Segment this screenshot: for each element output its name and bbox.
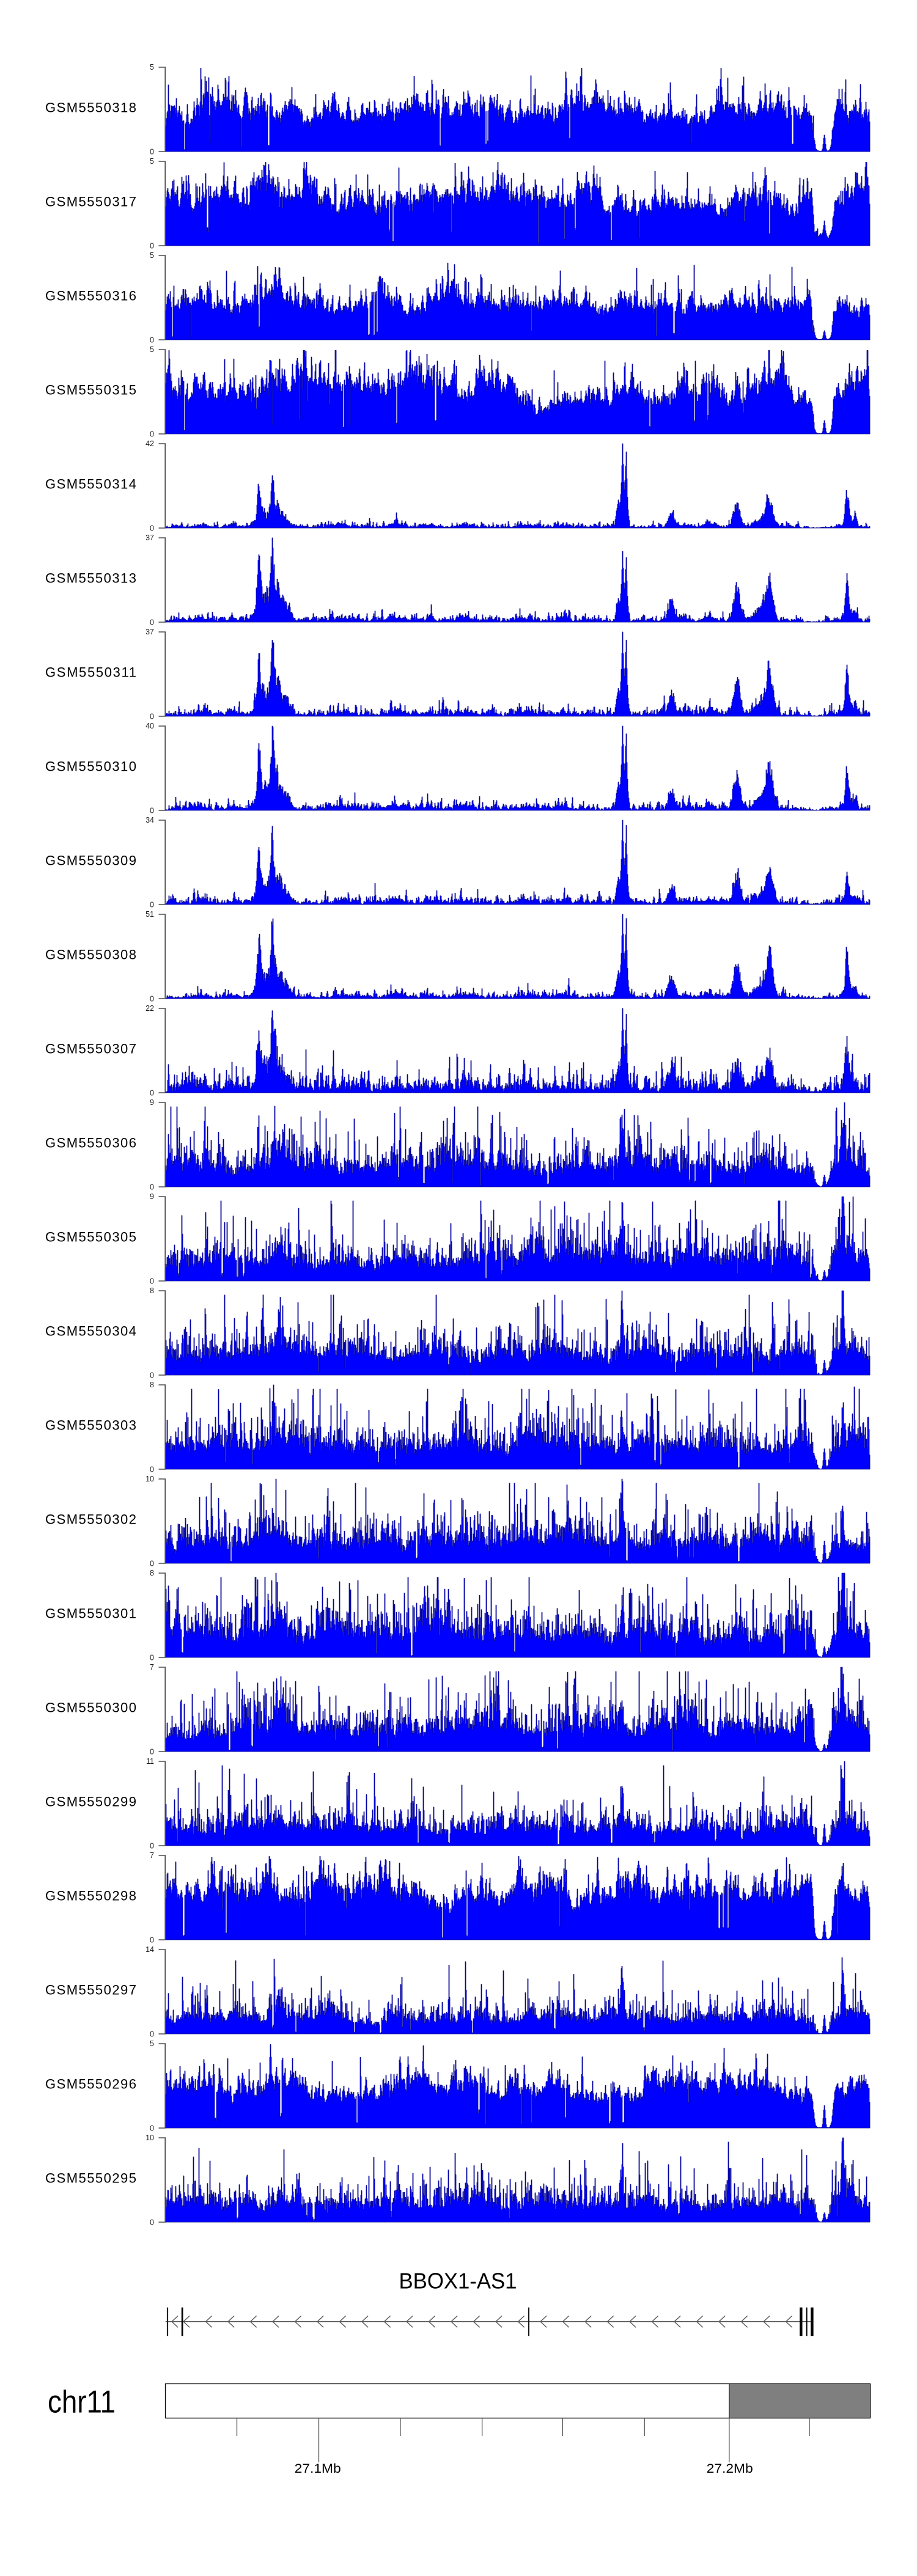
svg-text:0: 0 — [150, 1841, 154, 1850]
svg-text:10: 10 — [145, 1475, 154, 1483]
svg-text:40: 40 — [145, 722, 154, 730]
svg-text:GSM5550316: GSM5550316 — [45, 288, 136, 304]
svg-text:9: 9 — [150, 1192, 154, 1201]
svg-text:GSM5550309: GSM5550309 — [45, 853, 136, 868]
svg-text:GSM5550297: GSM5550297 — [45, 1983, 136, 1998]
svg-text:0: 0 — [150, 900, 154, 909]
svg-text:GSM5550306: GSM5550306 — [45, 1136, 136, 1151]
svg-text:BBOX1-AS1: BBOX1-AS1 — [399, 2269, 517, 2294]
svg-text:7: 7 — [150, 1663, 154, 1671]
svg-text:GSM5550300: GSM5550300 — [45, 1700, 136, 1715]
svg-text:5: 5 — [150, 345, 154, 354]
svg-text:37: 37 — [145, 534, 154, 542]
svg-text:0: 0 — [150, 1277, 154, 1285]
svg-text:0: 0 — [150, 712, 154, 721]
svg-text:0: 0 — [150, 336, 154, 344]
svg-text:27.2Mb: 27.2Mb — [707, 2462, 753, 2476]
svg-text:0: 0 — [150, 1183, 154, 1191]
svg-text:GSM5550313: GSM5550313 — [45, 571, 136, 586]
svg-text:GSM5550314: GSM5550314 — [45, 477, 136, 492]
svg-text:GSM5550311: GSM5550311 — [45, 665, 136, 680]
svg-text:GSM5550308: GSM5550308 — [45, 947, 136, 963]
svg-text:GSM5550298: GSM5550298 — [45, 1888, 136, 1904]
svg-text:GSM5550303: GSM5550303 — [45, 1418, 136, 1433]
svg-text:22: 22 — [145, 1004, 154, 1013]
svg-text:0: 0 — [150, 1747, 154, 1756]
svg-text:0: 0 — [150, 1936, 154, 1944]
svg-text:GSM5550304: GSM5550304 — [45, 1324, 136, 1339]
svg-text:GSM5550310: GSM5550310 — [45, 759, 136, 774]
svg-text:GSM5550318: GSM5550318 — [45, 100, 136, 116]
svg-text:0: 0 — [150, 524, 154, 532]
svg-text:14: 14 — [145, 1945, 154, 1954]
svg-text:GSM5550301: GSM5550301 — [45, 1606, 136, 1621]
svg-text:GSM5550305: GSM5550305 — [45, 1230, 136, 1245]
svg-text:GSM5550302: GSM5550302 — [45, 1512, 136, 1527]
svg-text:GSM5550307: GSM5550307 — [45, 1041, 136, 1057]
svg-text:5: 5 — [150, 63, 154, 72]
svg-text:5: 5 — [150, 157, 154, 166]
svg-text:9: 9 — [150, 1098, 154, 1107]
svg-text:GSM5550299: GSM5550299 — [45, 1794, 136, 1810]
svg-text:0: 0 — [150, 2030, 154, 2038]
svg-text:0: 0 — [150, 1465, 154, 1473]
svg-text:10: 10 — [145, 2134, 154, 2142]
svg-text:GSM5550317: GSM5550317 — [45, 194, 136, 210]
svg-text:GSM5550295: GSM5550295 — [45, 2171, 136, 2186]
svg-text:5: 5 — [150, 251, 154, 260]
svg-text:0: 0 — [150, 2218, 154, 2226]
svg-text:42: 42 — [145, 439, 154, 448]
svg-text:0: 0 — [150, 1559, 154, 1568]
svg-text:0: 0 — [150, 618, 154, 626]
svg-text:7: 7 — [150, 1851, 154, 1860]
svg-text:0: 0 — [150, 994, 154, 1003]
svg-text:0: 0 — [150, 1088, 154, 1097]
svg-text:0: 0 — [150, 806, 154, 815]
svg-text:5: 5 — [150, 2039, 154, 2048]
svg-text:8: 8 — [150, 1381, 154, 1389]
svg-text:8: 8 — [150, 1569, 154, 1577]
svg-text:chr11: chr11 — [48, 2385, 116, 2420]
svg-text:0: 0 — [150, 1653, 154, 1662]
svg-text:11: 11 — [146, 1757, 154, 1766]
svg-text:27.1Mb: 27.1Mb — [295, 2462, 341, 2476]
svg-text:0: 0 — [150, 241, 154, 250]
svg-text:37: 37 — [145, 628, 154, 636]
svg-text:51: 51 — [145, 910, 154, 919]
svg-text:GSM5550315: GSM5550315 — [45, 383, 136, 398]
svg-text:34: 34 — [145, 816, 154, 824]
svg-text:0: 0 — [150, 430, 154, 438]
svg-text:0: 0 — [150, 2124, 154, 2132]
svg-text:0: 0 — [150, 147, 154, 156]
svg-text:8: 8 — [150, 1286, 154, 1295]
svg-text:0: 0 — [150, 1371, 154, 1379]
svg-text:GSM5550296: GSM5550296 — [45, 2077, 136, 2092]
